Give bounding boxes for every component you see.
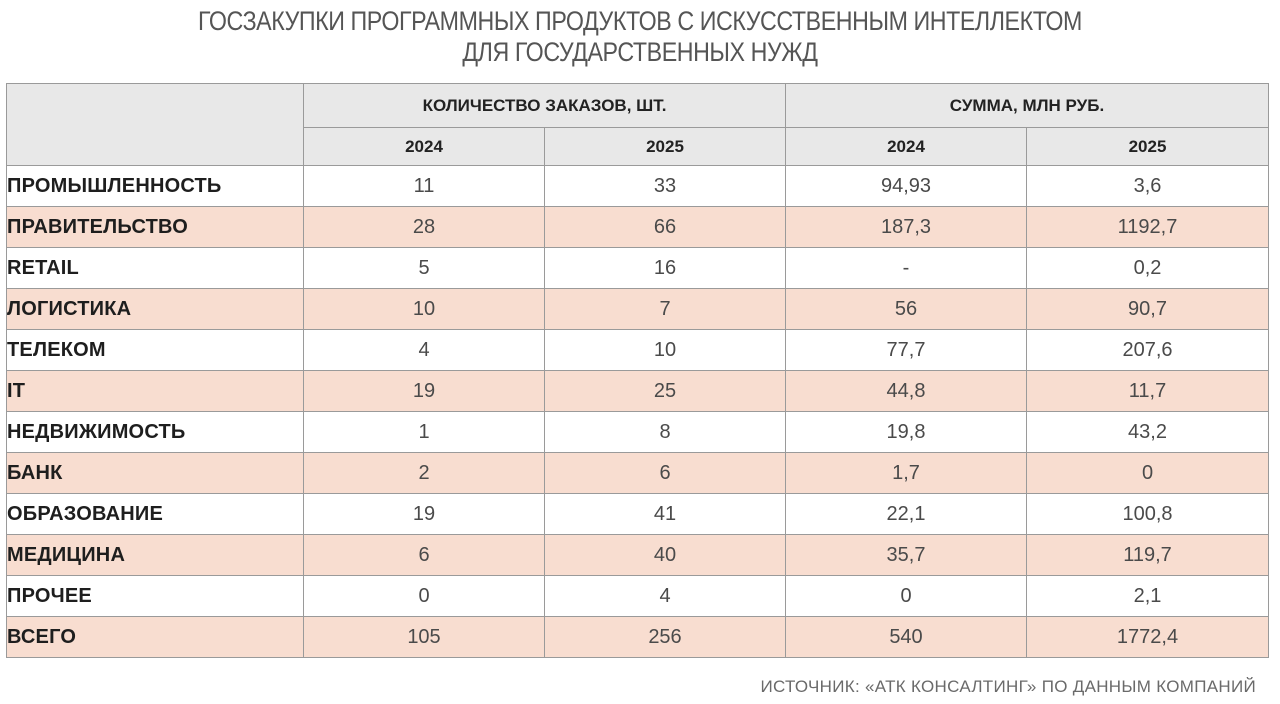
data-table: КОЛИЧЕСТВО ЗАКАЗОВ, ШТ. СУММА, МЛН РУБ. … bbox=[6, 83, 1269, 658]
table-cell: 33 bbox=[544, 165, 786, 207]
table-cell: 56 bbox=[785, 288, 1027, 330]
table-row: БАНК 2 6 1,7 0 bbox=[6, 452, 1269, 494]
table-cell: 187,3 bbox=[785, 206, 1027, 248]
table-cell: 25 bbox=[544, 370, 786, 412]
table-row: ЛОГИСТИКА 10 7 56 90,7 bbox=[6, 288, 1269, 330]
table-cell: 28 bbox=[303, 206, 545, 248]
table-cell: 2 bbox=[303, 452, 545, 494]
row-label: МЕДИЦИНА bbox=[6, 534, 304, 576]
table-cell: 256 bbox=[544, 616, 786, 658]
row-label: RETAIL bbox=[6, 247, 304, 289]
table-cell: 19 bbox=[303, 493, 545, 535]
table-cell: 16 bbox=[544, 247, 786, 289]
table-cell: 1 bbox=[303, 411, 545, 453]
row-label: БАНК bbox=[6, 452, 304, 494]
table-cell: 41 bbox=[544, 493, 786, 535]
table-cell: 5 bbox=[303, 247, 545, 289]
header-corner-cell bbox=[6, 83, 304, 166]
year-header: 2024 bbox=[303, 127, 545, 166]
table-cell: 4 bbox=[544, 575, 786, 617]
table-cell: 105 bbox=[303, 616, 545, 658]
header-row-years: 2024 2025 2024 2025 bbox=[7, 127, 1269, 166]
row-label: ВСЕГО bbox=[6, 616, 304, 658]
table-cell: 35,7 bbox=[785, 534, 1027, 576]
table-cell: 10 bbox=[303, 288, 545, 330]
chart-title: ГОСЗАКУПКИ ПРОГРАММНЫХ ПРОДУКТОВ С ИСКУС… bbox=[198, 6, 1082, 36]
chart-title-block: ГОСЗАКУПКИ ПРОГРАММНЫХ ПРОДУКТОВ С ИСКУС… bbox=[90, 6, 1191, 68]
table-cell: 10 bbox=[544, 329, 786, 371]
table-row: ПРАВИТЕЛЬСТВО 28 66 187,3 1192,7 bbox=[6, 206, 1269, 248]
table-cell: 8 bbox=[544, 411, 786, 453]
table-cell: 4 bbox=[303, 329, 545, 371]
source-note: ИСТОЧНИК: «АТК КОНСАЛТИНГ» ПО ДАННЫМ КОМ… bbox=[760, 677, 1256, 696]
table-cell: 6 bbox=[544, 452, 786, 494]
table-cell: 7 bbox=[544, 288, 786, 330]
row-label: НЕДВИЖИМОСТЬ bbox=[6, 411, 304, 453]
table-body: ПРОМЫШЛЕННОСТЬ 11 33 94,93 3,6 ПРАВИТЕЛЬСТВО 2… bbox=[6, 165, 1269, 658]
table-cell: 1772,4 bbox=[1026, 616, 1269, 658]
row-label: ПРАВИТЕЛЬСТВО bbox=[6, 206, 304, 248]
chart-subtitle: ДЛЯ ГОСУДАРСТВЕННЫХ НУЖД bbox=[462, 37, 818, 67]
table-row: IT 19 25 44,8 11,7 bbox=[6, 370, 1269, 412]
table-cell: 40 bbox=[544, 534, 786, 576]
row-label: ОБРАЗОВАНИЕ bbox=[6, 493, 304, 535]
row-label: ПРОЧЕЕ bbox=[6, 575, 304, 617]
year-header: 2024 bbox=[785, 127, 1027, 166]
row-label: ПРОМЫШЛЕННОСТЬ bbox=[6, 165, 304, 207]
table-cell: 207,6 bbox=[1026, 329, 1269, 371]
table-row: МЕДИЦИНА 6 40 35,7 119,7 bbox=[6, 534, 1269, 576]
header-row-groups: КОЛИЧЕСТВО ЗАКАЗОВ, ШТ. СУММА, МЛН РУБ. bbox=[6, 83, 1269, 166]
table-row: ОБРАЗОВАНИЕ 19 41 22,1 100,8 bbox=[6, 493, 1269, 535]
table-cell: 19,8 bbox=[785, 411, 1027, 453]
row-label: ТЕЛЕКОМ bbox=[6, 329, 304, 371]
table-cell: 1192,7 bbox=[1026, 206, 1269, 248]
table-cell: 19 bbox=[303, 370, 545, 412]
table-cell: 6 bbox=[303, 534, 545, 576]
table-cell: - bbox=[785, 247, 1027, 289]
table-cell: 540 bbox=[785, 616, 1027, 658]
table-cell: 22,1 bbox=[785, 493, 1027, 535]
group-header-amount: СУММА, МЛН РУБ. bbox=[785, 83, 1269, 128]
table-cell: 1,7 bbox=[785, 452, 1027, 494]
table-cell: 100,8 bbox=[1026, 493, 1269, 535]
table-cell: 66 bbox=[544, 206, 786, 248]
table-cell: 90,7 bbox=[1026, 288, 1269, 330]
table-cell: 44,8 bbox=[785, 370, 1027, 412]
table-cell: 0 bbox=[785, 575, 1027, 617]
table-row: ТЕЛЕКОМ 4 10 77,7 207,6 bbox=[6, 329, 1269, 371]
table-cell: 94,93 bbox=[785, 165, 1027, 207]
table-cell: 0 bbox=[1026, 452, 1269, 494]
year-header: 2025 bbox=[1026, 127, 1269, 166]
table-row: ВСЕГО 105 256 540 1772,4 bbox=[6, 616, 1269, 658]
table-cell: 119,7 bbox=[1026, 534, 1269, 576]
table-cell: 0,2 bbox=[1026, 247, 1269, 289]
table-cell: 77,7 bbox=[785, 329, 1027, 371]
table-cell: 11 bbox=[303, 165, 545, 207]
row-label: ЛОГИСТИКА bbox=[6, 288, 304, 330]
row-label: IT bbox=[6, 370, 304, 412]
year-header: 2025 bbox=[544, 127, 786, 166]
table-cell: 43,2 bbox=[1026, 411, 1269, 453]
table-cell: 3,6 bbox=[1026, 165, 1269, 207]
table-row: RETAIL 5 16-0,2 bbox=[6, 247, 1269, 289]
table-cell: 0 bbox=[303, 575, 545, 617]
table-row: ПРОЧЕЕ 0 4 0 2,1 bbox=[6, 575, 1269, 617]
group-header-orders: КОЛИЧЕСТВО ЗАКАЗОВ, ШТ. bbox=[303, 83, 786, 128]
table-cell: 2,1 bbox=[1026, 575, 1269, 617]
table-row: ПРОМЫШЛЕННОСТЬ 11 33 94,93 3,6 bbox=[6, 165, 1269, 207]
table-row: НЕДВИЖИМОСТЬ 1 8 19,8 43,2 bbox=[6, 411, 1269, 453]
table-cell: 11,7 bbox=[1026, 370, 1269, 412]
